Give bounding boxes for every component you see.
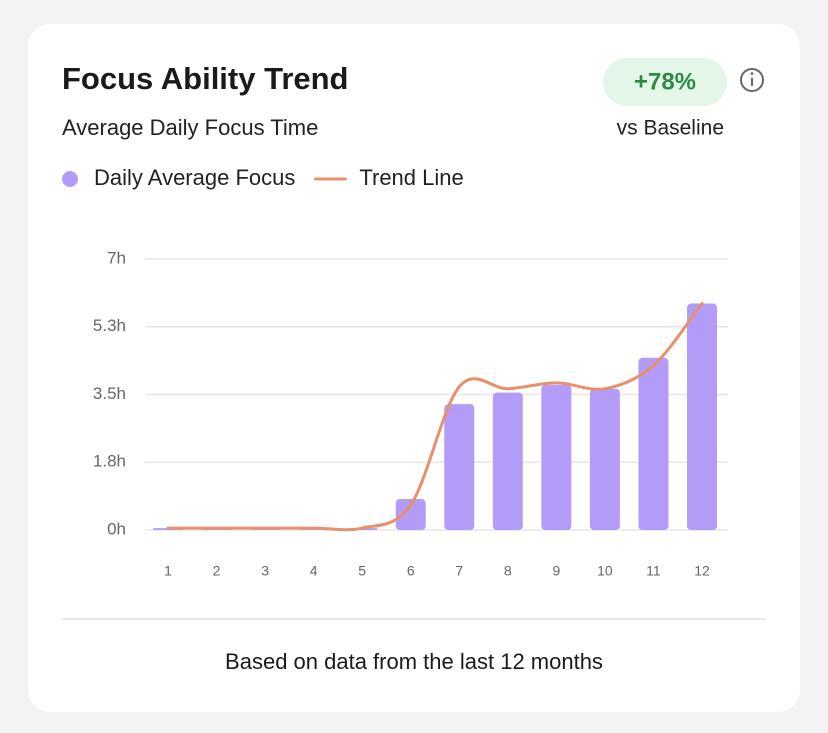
x-tick-label: 10 [597,563,613,579]
trend-line [166,302,704,532]
x-tick-label: 7 [455,563,463,579]
x-tick-label: 3 [261,563,269,579]
y-tick-label: 5.3h [93,316,126,335]
x-tick-label: 1 [164,563,172,579]
y-tick-label: 1.8h [93,452,126,471]
badge [603,58,727,106]
bar [541,384,572,530]
x-tick-label: 5 [358,563,366,579]
bar [492,392,523,530]
y-tick-label: 0h [107,519,126,538]
bar [638,357,669,530]
y-tick-label: 3.5h [93,384,126,403]
x-tick-label: 11 [646,563,661,579]
bar [589,388,620,530]
legend-label: Daily Average Focus [94,165,295,190]
x-tick-label: 4 [310,563,318,579]
y-tick-label: 7h [107,248,126,267]
x-tick-label: 2 [213,563,221,579]
badge-text: +78% [634,68,696,95]
x-tick-label: 12 [694,563,710,579]
x-tick-label: 8 [504,563,512,579]
legend-label: Trend Line [359,165,463,190]
info-icon[interactable] [740,68,764,92]
card [28,24,800,712]
bar [395,499,426,530]
footnote: Based on data from the last 12 months [225,649,603,674]
x-tick-label: 9 [552,563,560,579]
chart-subtitle: Average Daily Focus Time [62,115,318,140]
chart-title: Focus Ability Trend [62,61,349,96]
legend-dot [62,171,78,187]
bar [444,404,475,530]
badge-caption: vs Baseline [617,117,724,140]
bar [687,303,717,530]
x-tick-label: 6 [407,563,415,579]
